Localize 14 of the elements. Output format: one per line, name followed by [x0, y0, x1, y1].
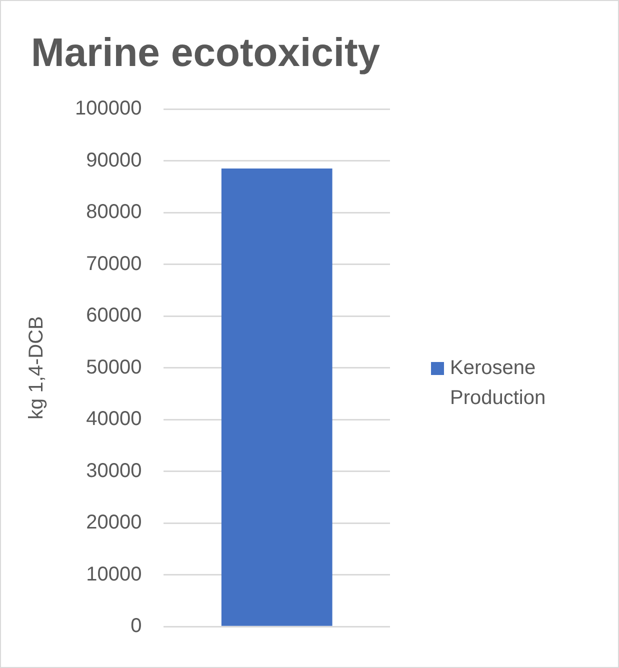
y-tick-label: 60000 — [86, 304, 142, 327]
y-tick-label: 70000 — [86, 252, 142, 275]
y-tick-label: 90000 — [86, 149, 142, 172]
y-tick-label: 10000 — [86, 563, 142, 586]
y-tick-label: 20000 — [86, 512, 142, 534]
y-tick-label: 40000 — [86, 408, 142, 430]
y-tick-label: 100000 — [74, 98, 142, 120]
y-tick-label: 30000 — [86, 460, 142, 482]
y-tick-label: 0 — [130, 615, 142, 638]
y-axis-title: kg 1,4-DCB — [26, 316, 48, 420]
chart-title: Marine ecotoxicity — [30, 31, 381, 76]
legend-label: Kerosene Production — [450, 356, 547, 411]
y-tick-label: 80000 — [86, 201, 142, 224]
y-tick-label: 50000 — [86, 356, 142, 378]
